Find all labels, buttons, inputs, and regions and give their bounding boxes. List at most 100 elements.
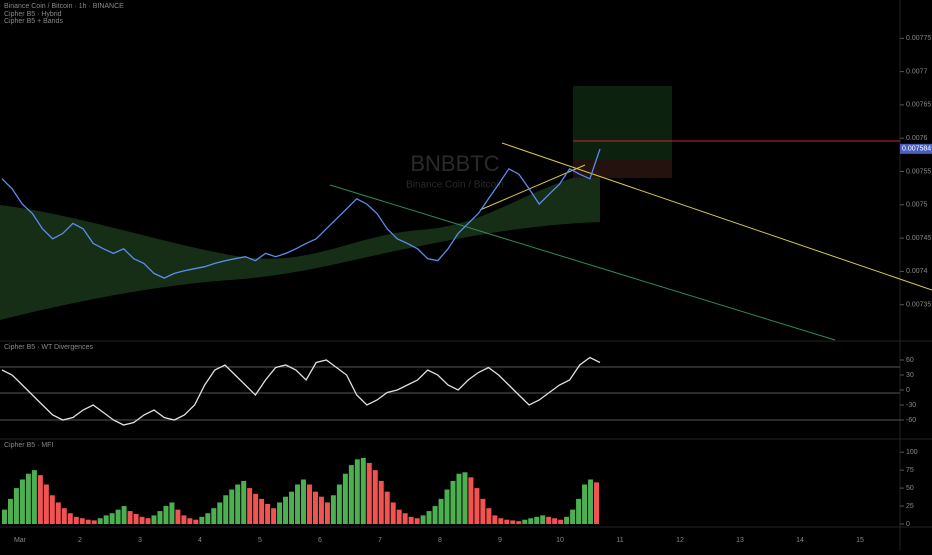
time-label: 2 — [78, 537, 82, 544]
histogram-bar — [348, 465, 354, 524]
histogram-bar — [504, 519, 510, 524]
histogram-bar — [378, 480, 384, 524]
histogram-bar — [223, 495, 229, 524]
histogram-bar — [97, 518, 103, 524]
histogram-bar — [229, 489, 235, 524]
y-tick-label: -30 — [906, 402, 916, 409]
histogram-bar — [277, 502, 283, 524]
histogram-bar — [540, 515, 546, 524]
histogram-bar — [372, 470, 378, 524]
histogram-bar — [139, 516, 145, 524]
last-price-label: 0.007584 — [902, 146, 931, 153]
histogram-bar — [588, 479, 594, 524]
histogram-bar — [330, 495, 336, 524]
histogram-bar — [85, 519, 91, 524]
histogram-bar — [444, 489, 450, 524]
y-tick-label: 0 — [906, 521, 910, 528]
histogram-bar — [121, 506, 127, 524]
last-price-tag — [900, 143, 932, 154]
histogram-bar — [61, 508, 67, 524]
histogram-bar — [109, 513, 115, 524]
histogram-bar — [271, 508, 277, 524]
histogram-bar — [103, 515, 109, 524]
y-tick-label: 0.00745 — [906, 235, 931, 242]
y-tick-label: 0 — [906, 387, 910, 394]
y-tick-label: 0.0077 — [906, 68, 928, 75]
time-label: 8 — [438, 537, 442, 544]
histogram-bar — [342, 473, 348, 524]
histogram-bar — [115, 509, 121, 524]
symbol-line: Binance Coin / Bitcoin · 1h · BINANCE — [4, 3, 124, 10]
y-tick-label: 0.00735 — [906, 302, 931, 309]
histogram-bar — [133, 513, 139, 524]
histogram-bar — [510, 520, 516, 524]
histogram-bar — [570, 509, 576, 524]
time-label: 15 — [856, 537, 864, 544]
time-label: 4 — [198, 537, 202, 544]
y-tick-label: 25 — [906, 503, 914, 510]
histogram-bar — [163, 506, 169, 524]
histogram-bar — [528, 518, 534, 524]
histogram-bar — [13, 488, 19, 524]
time-label: 11 — [616, 537, 623, 544]
histogram-bar — [151, 515, 157, 524]
histogram-bar — [19, 479, 25, 524]
histogram-bar — [187, 518, 193, 524]
histogram-bar — [384, 491, 390, 524]
histogram-bar — [492, 515, 498, 524]
histogram-bar — [247, 488, 253, 524]
histogram-bar — [408, 516, 414, 524]
trend-line — [329, 184, 836, 341]
histogram-bar — [354, 459, 360, 524]
histogram-bar — [480, 498, 486, 524]
histogram-bar — [366, 462, 372, 524]
oscillator-line — [1, 356, 601, 426]
time-label: 14 — [796, 537, 804, 544]
histogram-bar — [253, 493, 259, 524]
histogram-bar — [486, 508, 492, 524]
y-tick-label: 0.0074 — [906, 268, 928, 275]
watermark-symbol: BNBBTC — [410, 151, 499, 176]
histogram-bar — [438, 498, 444, 524]
histogram-bar — [468, 477, 474, 524]
histogram-bar — [169, 502, 175, 524]
panel-title: Cipher B5 · MFI — [4, 442, 53, 449]
histogram-bar — [474, 488, 480, 524]
histogram-bar — [211, 508, 217, 524]
histogram-bar — [456, 473, 462, 524]
histogram-bar — [396, 509, 402, 524]
histogram-bar — [462, 472, 468, 524]
histogram-bar — [336, 484, 342, 524]
stop-box — [573, 160, 672, 178]
histogram-bar — [402, 513, 408, 524]
indicator-label: Cipher B5 · Hybrid — [4, 11, 62, 18]
histogram-bar — [259, 498, 265, 524]
histogram-bar — [450, 480, 456, 524]
histogram-bar — [73, 516, 79, 524]
histogram-bar — [265, 503, 271, 524]
histogram-bar — [522, 519, 528, 524]
histogram-bar — [55, 502, 61, 524]
histogram-bar — [594, 482, 599, 524]
time-label: 12 — [676, 537, 684, 544]
histogram-bar — [43, 484, 49, 524]
histogram-bar — [432, 506, 438, 524]
watermark-description: Binance Coin / Bitcoin — [406, 180, 504, 191]
histogram-bar — [145, 518, 151, 524]
histogram-bar — [91, 520, 97, 524]
histogram-bar — [67, 513, 73, 524]
histogram-bar — [157, 511, 163, 524]
histogram-bar — [49, 495, 55, 524]
y-tick-label: 0.0075 — [906, 202, 928, 209]
histogram-bar — [426, 511, 432, 524]
time-label: Mar — [14, 537, 27, 544]
histogram-bar — [576, 498, 582, 524]
time-label: 6 — [318, 537, 322, 544]
y-tick-label: 0.0076 — [906, 135, 928, 142]
histogram-bar — [295, 484, 300, 524]
trend-line — [501, 142, 932, 291]
histogram-bar — [31, 470, 37, 524]
y-tick-label: 75 — [906, 467, 914, 474]
histogram-bar — [175, 509, 181, 524]
